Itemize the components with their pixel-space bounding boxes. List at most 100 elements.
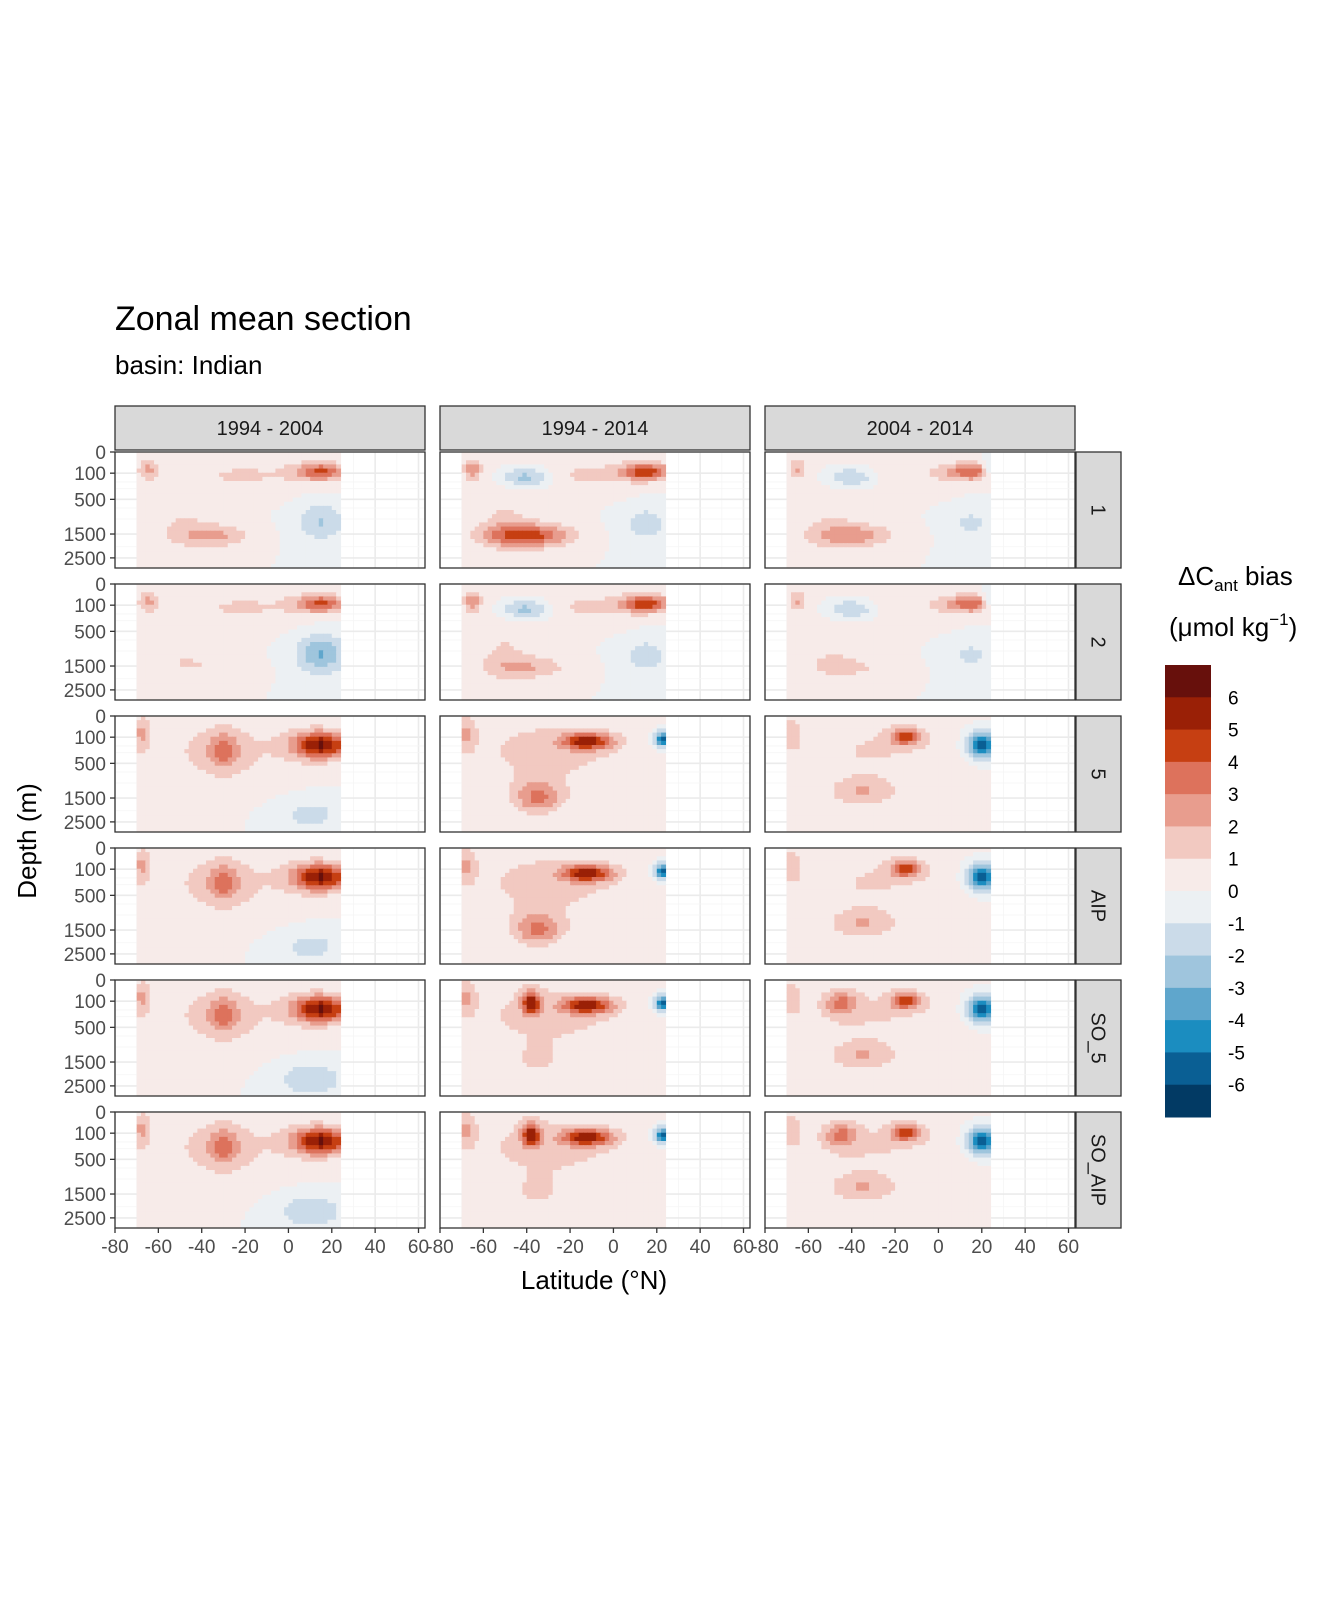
field-cell (323, 481, 328, 486)
field-cell (158, 539, 163, 544)
field-cell (938, 539, 943, 544)
field-cell (843, 551, 848, 556)
field-cell (167, 539, 172, 544)
field-cell (163, 621, 168, 626)
field-cell (548, 506, 553, 511)
field-cell (215, 464, 220, 469)
field-cell (509, 527, 514, 532)
field-cell (145, 460, 150, 465)
field-cell (934, 485, 939, 490)
field-cell (951, 489, 956, 494)
field-cell (860, 456, 865, 461)
field-cell (652, 502, 657, 507)
field-cell (492, 506, 497, 511)
field-cell (834, 481, 839, 486)
field-cell (843, 485, 848, 490)
field-cell (210, 506, 215, 511)
field-cell (947, 518, 952, 523)
field-cell (176, 514, 181, 519)
field-cell (921, 506, 926, 511)
field-cell (167, 531, 172, 536)
field-cell (986, 498, 991, 503)
field-cell (609, 514, 614, 519)
field-cell (908, 460, 913, 465)
field-cell (184, 654, 189, 659)
field-cell (470, 473, 475, 478)
field-cell (297, 477, 302, 482)
field-cell (921, 518, 926, 523)
field-cell (865, 460, 870, 465)
field-cell (618, 527, 623, 532)
field-cell (618, 464, 623, 469)
field-cell (306, 514, 311, 519)
field-cell (622, 498, 627, 503)
field-cell (639, 539, 644, 544)
field-cell (262, 489, 267, 494)
field-cell (878, 547, 883, 552)
field-cell (176, 617, 181, 622)
field-cell (327, 650, 332, 655)
field-cell (882, 535, 887, 540)
field-cell (561, 556, 566, 561)
field-cell (336, 547, 341, 552)
field-cell (934, 510, 939, 515)
field-cell (202, 634, 207, 639)
field-cell (535, 477, 540, 482)
field-cell (644, 464, 649, 469)
field-cell (267, 609, 272, 614)
field-cell (202, 506, 207, 511)
field-cell (973, 535, 978, 540)
field-cell (245, 489, 250, 494)
field-cell (626, 556, 631, 561)
field-cell (657, 535, 662, 540)
field-cell (232, 609, 237, 614)
field-cell (145, 498, 150, 503)
field-cell (197, 498, 202, 503)
field-cell (236, 634, 241, 639)
field-cell (249, 592, 254, 597)
field-cell (488, 477, 493, 482)
field-cell (548, 489, 553, 494)
field-cell (834, 469, 839, 474)
field-cell (180, 551, 185, 556)
field-cell (509, 514, 514, 519)
field-cell (180, 659, 185, 664)
field-cell (561, 535, 566, 540)
field-cell (323, 539, 328, 544)
field-cell (167, 617, 172, 622)
field-cell (787, 514, 792, 519)
field-cell (171, 485, 176, 490)
field-cell (306, 592, 311, 597)
field-cell (540, 506, 545, 511)
field-cell (223, 535, 228, 540)
field-cell (223, 609, 228, 614)
field-cell (882, 522, 887, 527)
field-cell (925, 535, 930, 540)
field-cell (834, 498, 839, 503)
field-cell (197, 539, 202, 544)
field-cell (830, 539, 835, 544)
field-cell (544, 481, 549, 486)
field-cell (860, 522, 865, 527)
field-cell (561, 464, 566, 469)
field-cell (947, 522, 952, 527)
field-cell (613, 498, 618, 503)
field-cell (648, 543, 653, 548)
field-cell (899, 531, 904, 536)
field-cell (245, 560, 250, 565)
field-cell (626, 489, 631, 494)
field-cell (583, 464, 588, 469)
field-cell (293, 473, 298, 478)
field-cell (509, 460, 514, 465)
field-cell (141, 489, 146, 494)
field-cell (141, 452, 146, 457)
field-cell (462, 560, 467, 565)
field-cell (254, 584, 259, 589)
field-cell (813, 485, 818, 490)
field-cell (284, 502, 289, 507)
field-cell (492, 469, 497, 474)
field-cell (262, 634, 267, 639)
field-cell (483, 556, 488, 561)
field-cell (280, 485, 285, 490)
field-cell (314, 642, 319, 647)
